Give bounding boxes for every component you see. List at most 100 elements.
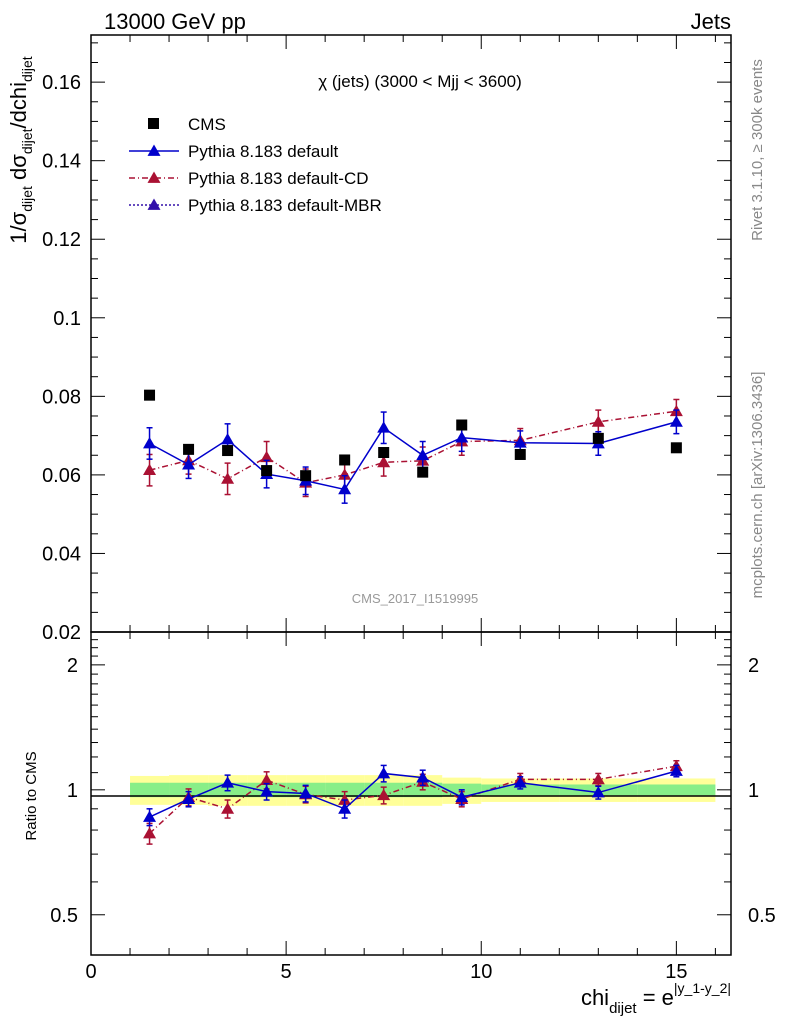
ratio-default-line xyxy=(149,770,677,818)
main-axis-ticks xyxy=(90,35,731,633)
default-point xyxy=(182,458,196,470)
default-cd-line xyxy=(149,410,677,484)
ratio-default-cd-line xyxy=(149,765,677,835)
ratio-y-tick-label-right: 1 xyxy=(748,780,759,802)
main-plot-panel: 0.02 0.04 0.06 0.08 0.1 0.12 0.14 0.16 χ (jets)… xyxy=(42,34,732,644)
x-tick-labels: 0 5 10 15 xyxy=(85,961,687,983)
ratio-y-tick-label-right: 2 xyxy=(748,655,759,677)
x-tick-label: 10 xyxy=(470,961,492,983)
ratio-y-tick-label: 1 xyxy=(67,780,78,802)
ratio-default-cd-point xyxy=(338,793,352,805)
ratio-default-cd-point xyxy=(260,773,274,786)
x-tick-label: 15 xyxy=(665,961,687,983)
mcplots-label: mcplots.cern.ch [arXiv:1306.3436] xyxy=(749,372,766,599)
ratio-axis-ticks xyxy=(90,632,731,956)
band-inner xyxy=(130,782,170,798)
ratio-default-point xyxy=(143,810,157,822)
ratio-default-cd-point xyxy=(221,802,235,814)
default-cd-point xyxy=(143,463,157,476)
y-tick-label: 0.08 xyxy=(42,386,81,408)
ratio-default-point xyxy=(669,764,683,776)
main-y-axis-label: 1/σdijet dσdijet/dchidijet xyxy=(6,56,35,244)
cms-point xyxy=(261,465,273,477)
ratio-y-tick-labels: 0.5 0.5 1 1 2 2 xyxy=(50,655,776,927)
ratio-default-point xyxy=(455,790,469,803)
ratio-default-cd-point xyxy=(143,826,157,839)
ratio-default-point xyxy=(591,786,605,798)
ratio-default-point xyxy=(260,785,274,797)
x-axis-label: chidijet = e|y_1-y_2| xyxy=(581,980,731,1017)
ratio-default-point xyxy=(221,776,235,788)
cms-point xyxy=(670,442,682,454)
cms-point xyxy=(592,432,604,444)
default-point xyxy=(513,436,527,448)
y-tick-label: 0.16 xyxy=(42,72,81,94)
ratio-y-tick-label: 0.5 xyxy=(50,905,78,927)
x-tick-label: 0 xyxy=(85,961,96,983)
default-point xyxy=(416,448,430,461)
y-tick-label: 0.04 xyxy=(42,543,81,565)
energy-label: 13000 GeV pp xyxy=(104,9,246,34)
ratio-default-point xyxy=(299,786,313,799)
y-tick-label: 0.14 xyxy=(42,151,81,173)
x-tick-label: 5 xyxy=(281,961,292,983)
ratio-default-cd-point xyxy=(591,772,605,785)
default-point xyxy=(221,433,235,445)
plot-title: χ (jets) (3000 < Mjj < 3600) xyxy=(318,72,522,91)
ratio-default-point xyxy=(416,771,430,783)
legend-label: Pythia 8.183 default-MBR xyxy=(188,196,382,215)
main-frame xyxy=(90,34,732,633)
band-inner xyxy=(325,782,365,798)
ratio-default-point xyxy=(338,802,352,814)
ratio-series xyxy=(143,759,683,845)
default-cd-point xyxy=(260,450,274,463)
ratio-y-axis-label: Ratio to CMS xyxy=(23,751,40,840)
band-inner xyxy=(637,784,716,796)
cms-point xyxy=(514,448,526,460)
legend-marker xyxy=(147,144,161,156)
default-line xyxy=(149,421,677,491)
default-point xyxy=(669,415,683,427)
legend-marker xyxy=(147,198,161,210)
default-cd-point xyxy=(591,415,605,427)
ratio-y-tick-label-right: 0.5 xyxy=(748,905,776,927)
default-point xyxy=(377,421,391,433)
legend-marker xyxy=(147,171,161,183)
y-tick-label: 0.12 xyxy=(42,229,81,251)
cms-point xyxy=(222,445,234,457)
cms-point xyxy=(144,389,156,401)
y-tick-label: 0.1 xyxy=(53,308,81,330)
default-cd-point xyxy=(221,472,235,484)
cms-point xyxy=(300,470,312,482)
cms-point xyxy=(456,419,468,431)
cms-point xyxy=(183,443,195,455)
band-inner xyxy=(481,784,560,796)
main-series xyxy=(143,389,683,504)
ratio-y-tick-label: 2 xyxy=(67,655,78,677)
legend-cms-marker xyxy=(148,118,159,129)
cms-point xyxy=(339,454,351,466)
rivet-label: Rivet 3.1.10, ≥ 300k events xyxy=(749,59,766,241)
ratio-plot-panel: 0.5 0.5 1 1 2 2 0 5 10 15 xyxy=(50,631,776,983)
watermark: CMS_2017_I1519995 xyxy=(352,591,479,606)
y-tick-label: 0.06 xyxy=(42,465,81,487)
legend-label: Pythia 8.183 default-CD xyxy=(188,169,369,188)
y-tick-label: 0.02 xyxy=(42,622,81,644)
ratio-default-point xyxy=(182,792,196,804)
ratio-default-point xyxy=(513,776,527,788)
category-label: Jets xyxy=(691,9,731,34)
default-cd-point xyxy=(338,468,352,480)
default-point xyxy=(143,436,157,449)
ratio-default-cd-point xyxy=(377,788,391,801)
legend-label: CMS xyxy=(188,115,226,134)
default-point xyxy=(455,431,469,443)
legend-label: Pythia 8.183 default xyxy=(188,142,339,161)
legend: CMS Pythia 8.183 default Pythia 8.183 defa… xyxy=(129,115,382,215)
ratio-frame xyxy=(90,631,732,956)
cms-point xyxy=(417,466,429,478)
cms-point xyxy=(378,447,390,459)
main-y-tick-labels: 0.02 0.04 0.06 0.08 0.1 0.12 0.14 0.16 xyxy=(42,72,81,644)
default-point xyxy=(338,482,352,495)
ratio-default-point xyxy=(377,766,391,779)
